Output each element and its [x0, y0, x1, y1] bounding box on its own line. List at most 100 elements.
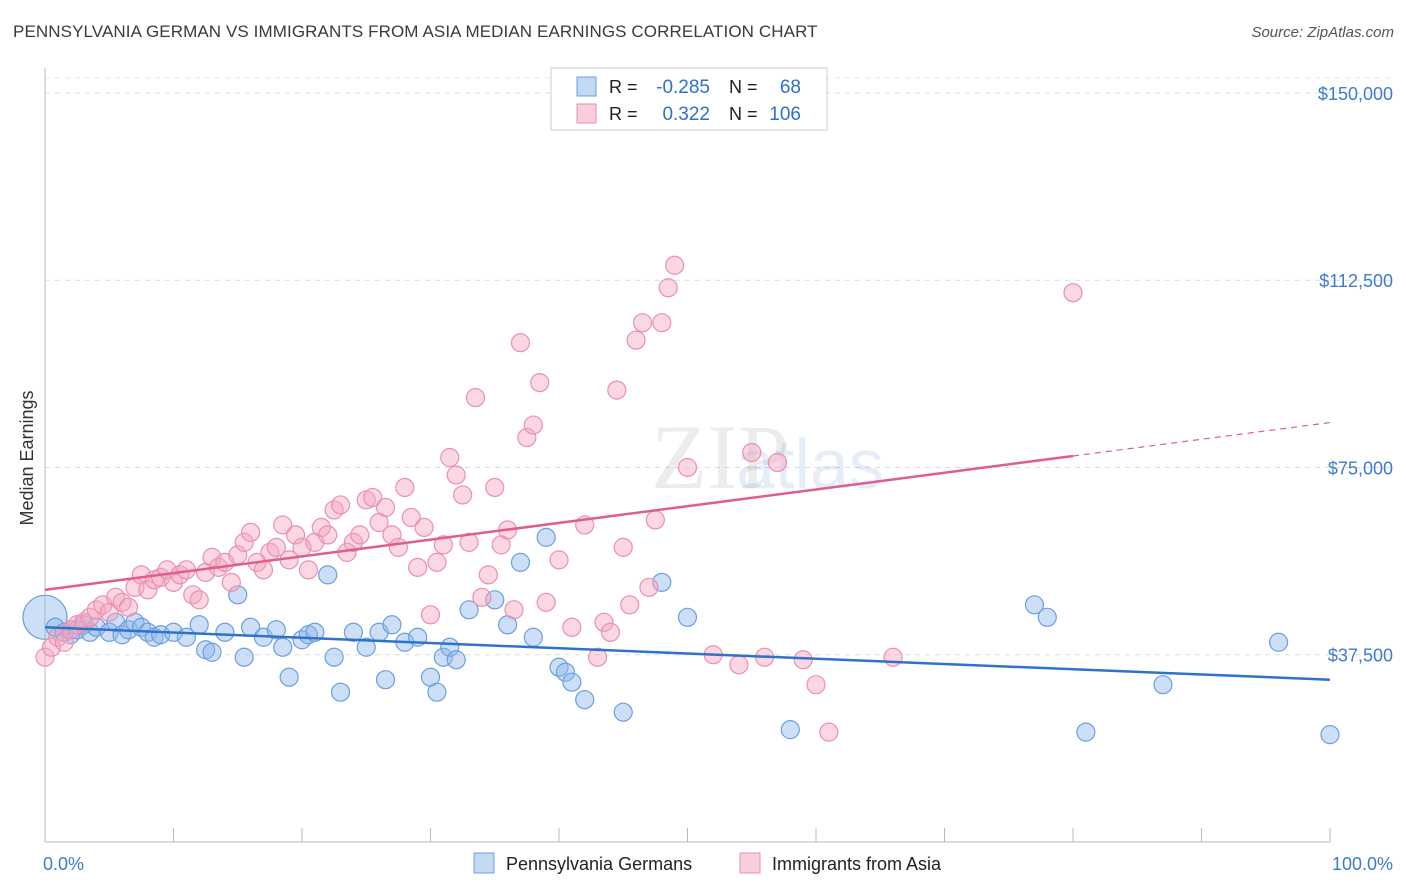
data-point	[138, 580, 158, 600]
data-point	[677, 457, 698, 478]
x-tick-label: 0.0%	[43, 854, 84, 874]
data-point	[594, 612, 614, 632]
data-point	[427, 552, 447, 572]
data-point	[189, 615, 209, 635]
data-point	[652, 572, 672, 592]
data-point	[273, 515, 293, 535]
data-point	[652, 313, 672, 333]
data-point	[189, 590, 209, 610]
bottom-legend-label: Immigrants from Asia	[772, 854, 942, 874]
y-tick-label: $75,000	[1328, 458, 1393, 478]
data-point	[234, 532, 254, 552]
data-point	[523, 415, 543, 435]
data-point	[742, 442, 762, 463]
legend-r-label: R =	[609, 77, 638, 97]
watermark: ZIP	[651, 406, 789, 508]
legend-n-label: N =	[729, 104, 758, 124]
data-point	[41, 637, 62, 657]
data-point	[665, 255, 685, 275]
data-point	[626, 330, 646, 350]
data-point	[1076, 722, 1096, 742]
data-point	[562, 617, 582, 637]
data-point	[440, 447, 460, 468]
y-tick-label: $150,000	[1318, 84, 1393, 104]
data-point	[1153, 675, 1173, 695]
data-point	[241, 522, 261, 543]
data-point	[427, 682, 447, 702]
trend-line-extension	[1072, 421, 1331, 457]
bottom-legend-swatch	[739, 852, 761, 874]
data-point	[388, 537, 408, 557]
y-tick-label: $112,500	[1319, 271, 1393, 291]
data-point	[523, 627, 543, 647]
data-point	[202, 642, 222, 662]
data-point	[414, 517, 434, 538]
data-point	[510, 333, 531, 353]
trend-lines	[44, 421, 1331, 681]
legend-r-value: -0.285	[656, 77, 710, 98]
data-point	[118, 597, 139, 617]
data-point	[658, 278, 678, 298]
data-point	[446, 465, 466, 485]
data-point	[459, 600, 479, 620]
data-point	[266, 537, 286, 557]
data-point	[298, 560, 319, 580]
data-point	[324, 500, 344, 520]
data-point	[375, 497, 396, 518]
data-point	[1063, 283, 1083, 303]
legend-n-label: N =	[729, 77, 758, 97]
data-point	[363, 487, 383, 508]
data-point	[35, 647, 55, 667]
data-point	[613, 537, 633, 557]
trend-line	[44, 626, 1331, 681]
data-point	[632, 313, 653, 333]
data-point	[504, 600, 524, 620]
data-point	[285, 525, 306, 545]
data-point	[80, 607, 100, 627]
data-point	[318, 565, 338, 585]
data-point	[453, 485, 473, 505]
data-point	[530, 373, 550, 393]
data-point	[305, 622, 325, 642]
data-point	[401, 507, 421, 528]
data-point	[215, 622, 235, 642]
data-point	[575, 690, 595, 710]
data-point	[600, 622, 621, 642]
data-point	[620, 595, 640, 615]
grid-lines	[45, 77, 1395, 656]
chart-source: Source: ZipAtlas.com	[1251, 24, 1394, 41]
data-point	[536, 592, 556, 612]
data-point	[375, 670, 396, 690]
data-point	[780, 720, 800, 740]
data-point	[54, 632, 74, 652]
data-point	[472, 587, 492, 607]
data-point	[677, 607, 698, 627]
data-point	[549, 550, 569, 570]
y-tick-labels: $37,500 $75,000 $112,500 $150,000	[1318, 84, 1393, 666]
legend-swatch	[576, 103, 597, 124]
axes	[44, 68, 1331, 843]
data-point	[517, 427, 537, 448]
legend-box	[550, 67, 828, 131]
data-point	[1320, 725, 1340, 745]
data-point	[350, 525, 370, 545]
legend-n-value: 68	[780, 77, 801, 98]
data-point	[793, 650, 813, 670]
data-point	[73, 612, 94, 632]
data-point	[587, 647, 608, 667]
legend-r-label: R =	[609, 104, 638, 124]
data-point	[1268, 632, 1289, 652]
x-tick-labels: 0.0% 100.0%	[43, 854, 1393, 874]
data-point	[408, 557, 428, 577]
data-point	[645, 510, 665, 530]
legend: R = -0.285 N = 68 R = 0.322 N = 106	[550, 67, 828, 131]
data-point	[151, 567, 171, 587]
data-point	[729, 655, 749, 675]
data-point	[1037, 607, 1057, 627]
data-point	[536, 527, 556, 547]
bottom-legend: Pennsylvania Germans Immigrants from Asia	[473, 852, 942, 874]
bottom-legend-swatch	[473, 852, 495, 874]
data-point	[311, 517, 331, 538]
data-point	[607, 380, 627, 400]
data-point	[170, 565, 190, 585]
